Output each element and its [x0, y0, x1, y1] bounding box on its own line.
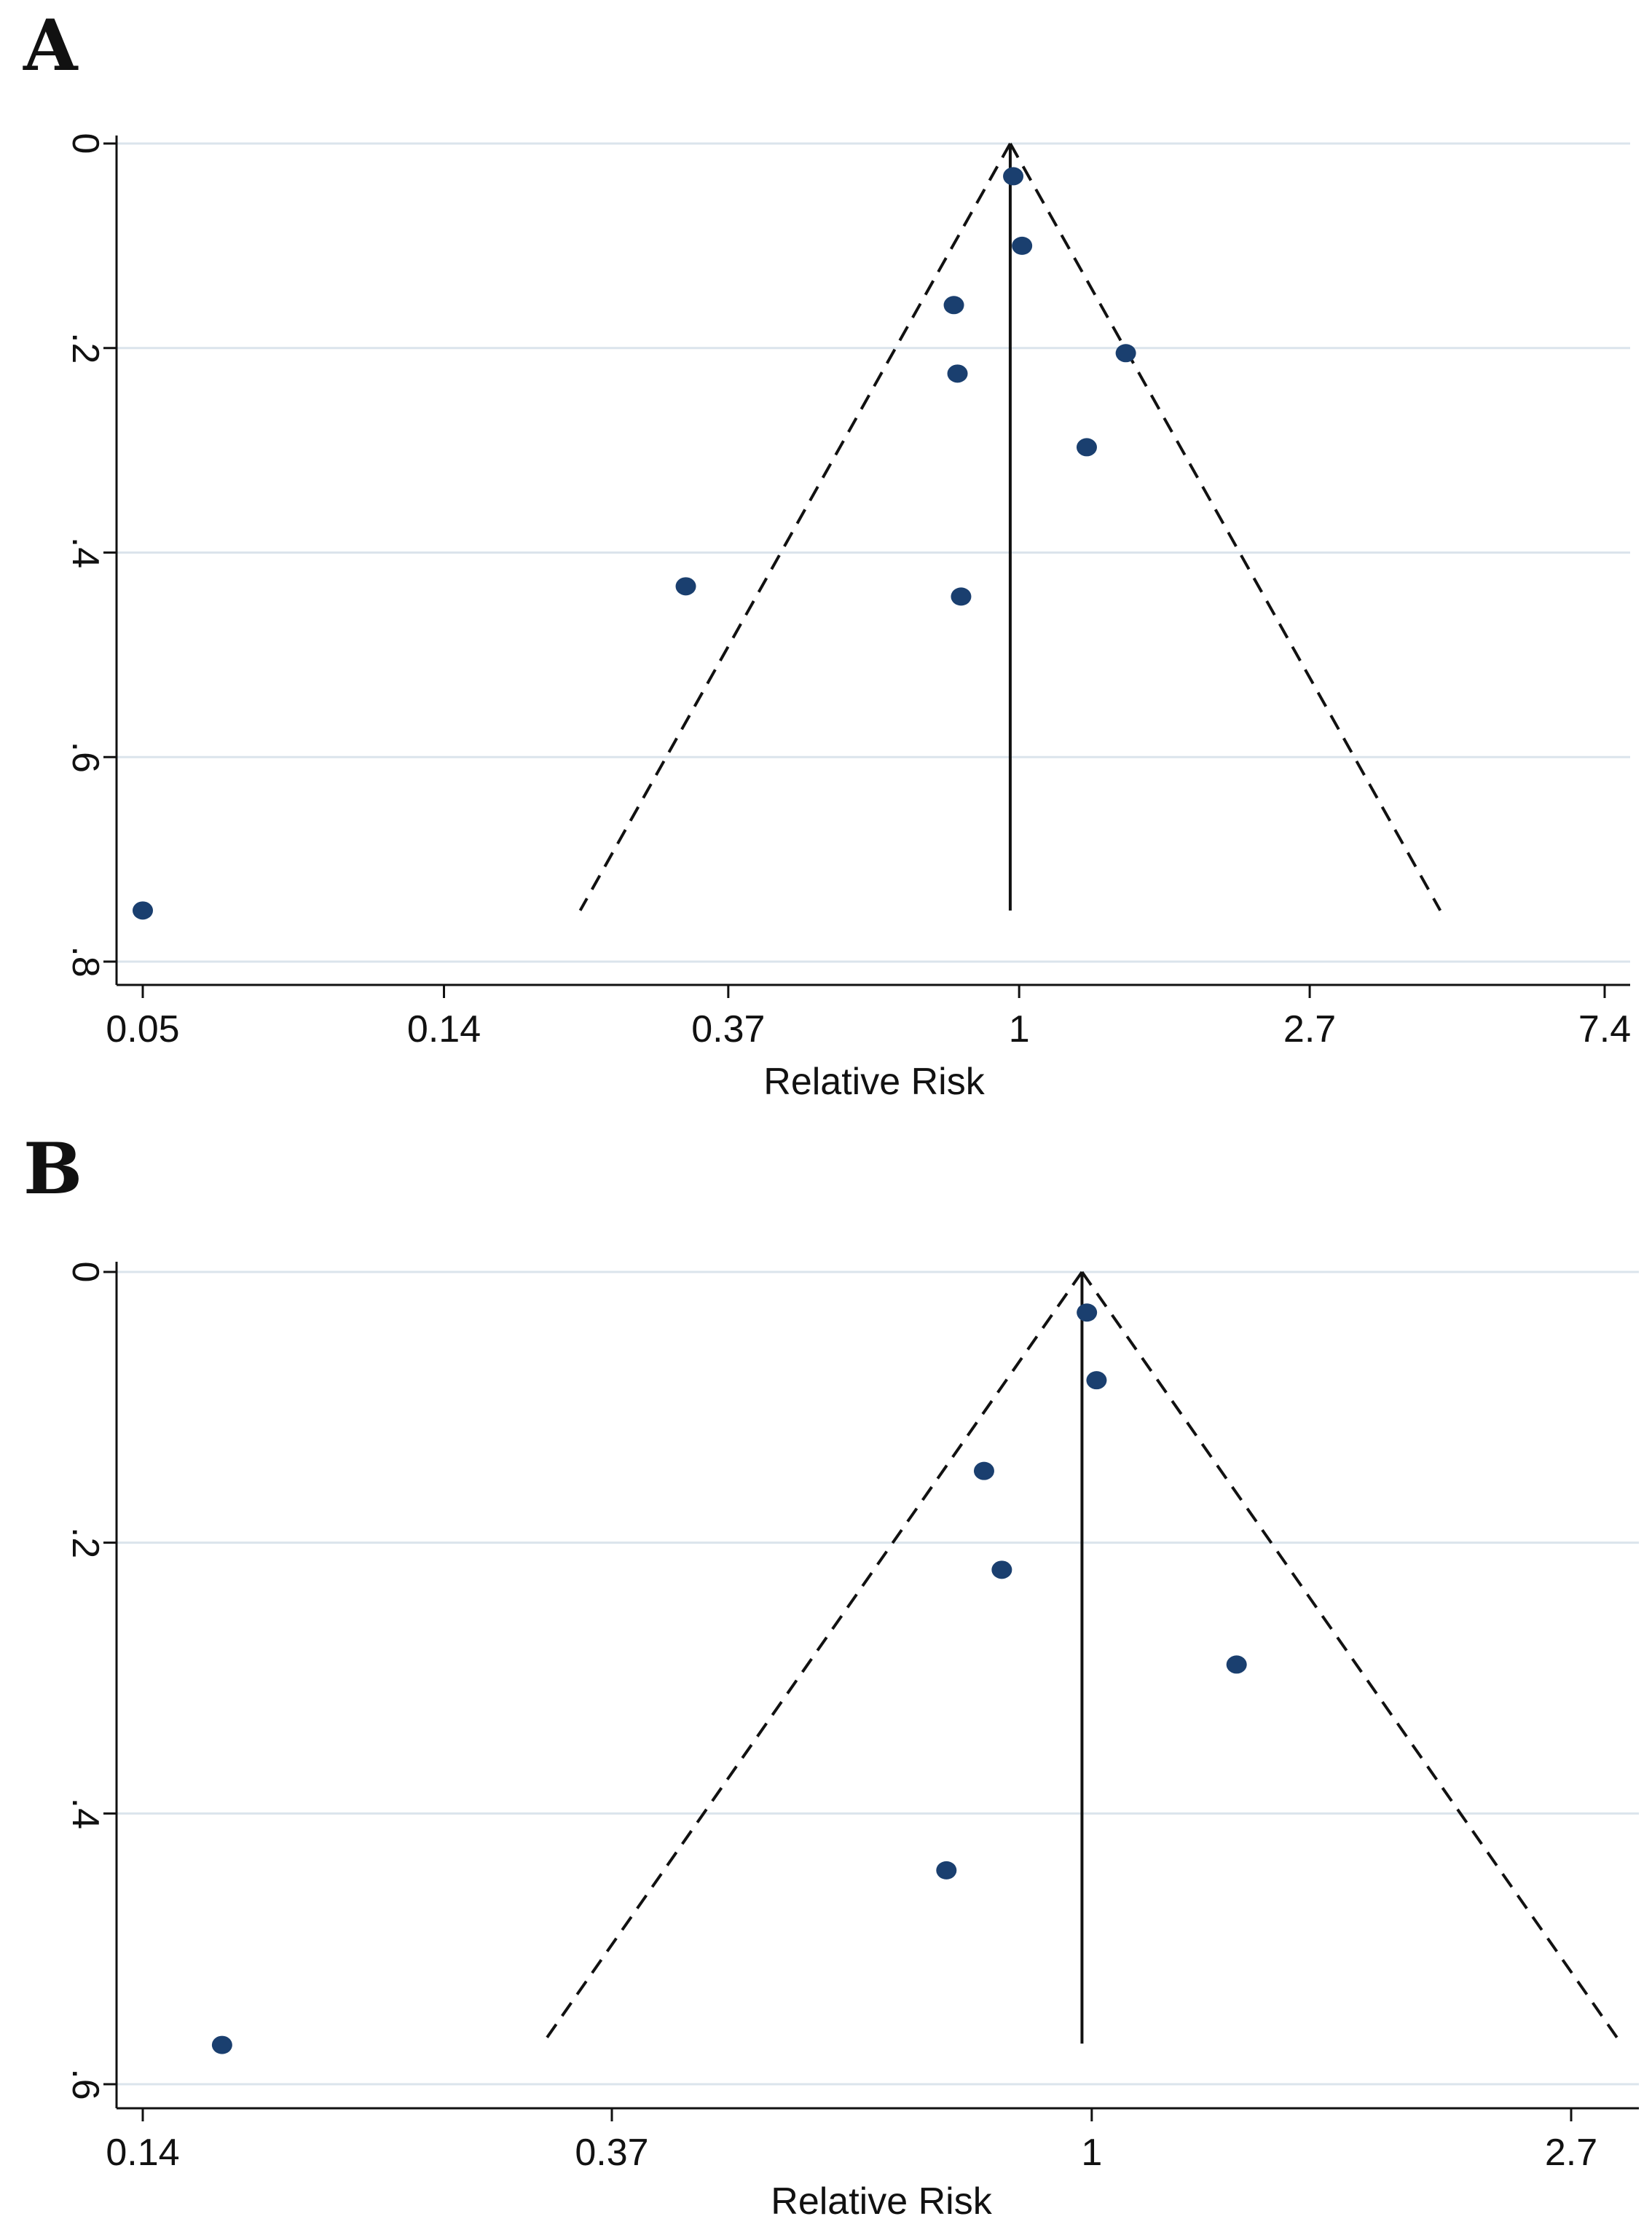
study-point-5 [1076, 438, 1097, 457]
study-point-2 [973, 1461, 994, 1480]
x-axis-title: Relative Risk [763, 1061, 985, 1103]
study-point-1 [1012, 236, 1033, 255]
funnel-left-limit [541, 1270, 1084, 2045]
funnel-plot-b: 0 .2 .4 .60.14 0.37 1 2.7 Relative Risk [64, 1262, 1639, 2223]
funnel-right-limit [1009, 143, 1442, 911]
study-point-2 [943, 296, 964, 315]
funnel-right-limit [1080, 1270, 1623, 2045]
x-tick-label-2: 1 [1081, 2132, 1102, 2174]
study-point-8 [133, 901, 153, 920]
funnel-left-limit [578, 143, 1012, 911]
x-tick-label-1: 0.37 [575, 2132, 648, 2174]
x-tick-label-0: 0.14 [106, 2132, 179, 2174]
study-point-4 [947, 364, 968, 383]
study-point-5 [936, 1861, 957, 1880]
study-point-0 [1003, 167, 1024, 186]
study-point-6 [675, 577, 696, 596]
x-axis-title: Relative Risk [771, 2180, 992, 2223]
study-point-6 [211, 2035, 232, 2054]
x-tick-label-2: 0.37 [691, 1008, 765, 1050]
y-tick-label-0: 0 [64, 1262, 106, 1283]
study-point-4 [1226, 1655, 1247, 1674]
x-tick-label-1: 0.14 [407, 1008, 481, 1050]
panel-label-a: A [23, 4, 78, 87]
panel-label-b: B [23, 1128, 83, 1210]
study-point-3 [991, 1560, 1012, 1579]
funnel-panel-b: B 0 .2 .4 .6 0.14 0.37 1 2.7 Relative Risk [0, 1115, 1652, 2227]
y-tick-label-2: .4 [64, 1798, 106, 1829]
x-tick-label-0: 0.05 [106, 1008, 179, 1050]
y-tick-label-0: 0 [64, 133, 106, 154]
x-tick-label-5: 7.4 [1578, 1008, 1631, 1050]
study-point-7 [951, 587, 972, 606]
y-tick-label-3: .6 [64, 742, 106, 773]
study-point-1 [1086, 1371, 1107, 1390]
study-point-0 [1077, 1303, 1098, 1322]
funnel-panel-a: A 0 .2 .4 .6 .8 0.05 0.14 0.37 1 2.7 7.4 Relative R… [23, 4, 1631, 1103]
x-tick-label-4: 2.7 [1283, 1008, 1336, 1050]
y-tick-label-2: .4 [64, 537, 106, 568]
y-tick-label-1: .2 [64, 332, 106, 364]
y-tick-label-3: .6 [64, 2068, 106, 2100]
y-tick-label-4: .8 [64, 946, 106, 977]
study-point-3 [1115, 344, 1136, 363]
y-tick-label-1: .2 [64, 1527, 106, 1558]
funnel-plot-a: 0 .2 .4 .6 .80.05 0.14 0.37 1 2.7 7.4 Relative Ris… [64, 133, 1631, 1103]
x-tick-label-3: 1 [1009, 1008, 1030, 1050]
x-tick-label-3: 2.7 [1545, 2132, 1597, 2174]
